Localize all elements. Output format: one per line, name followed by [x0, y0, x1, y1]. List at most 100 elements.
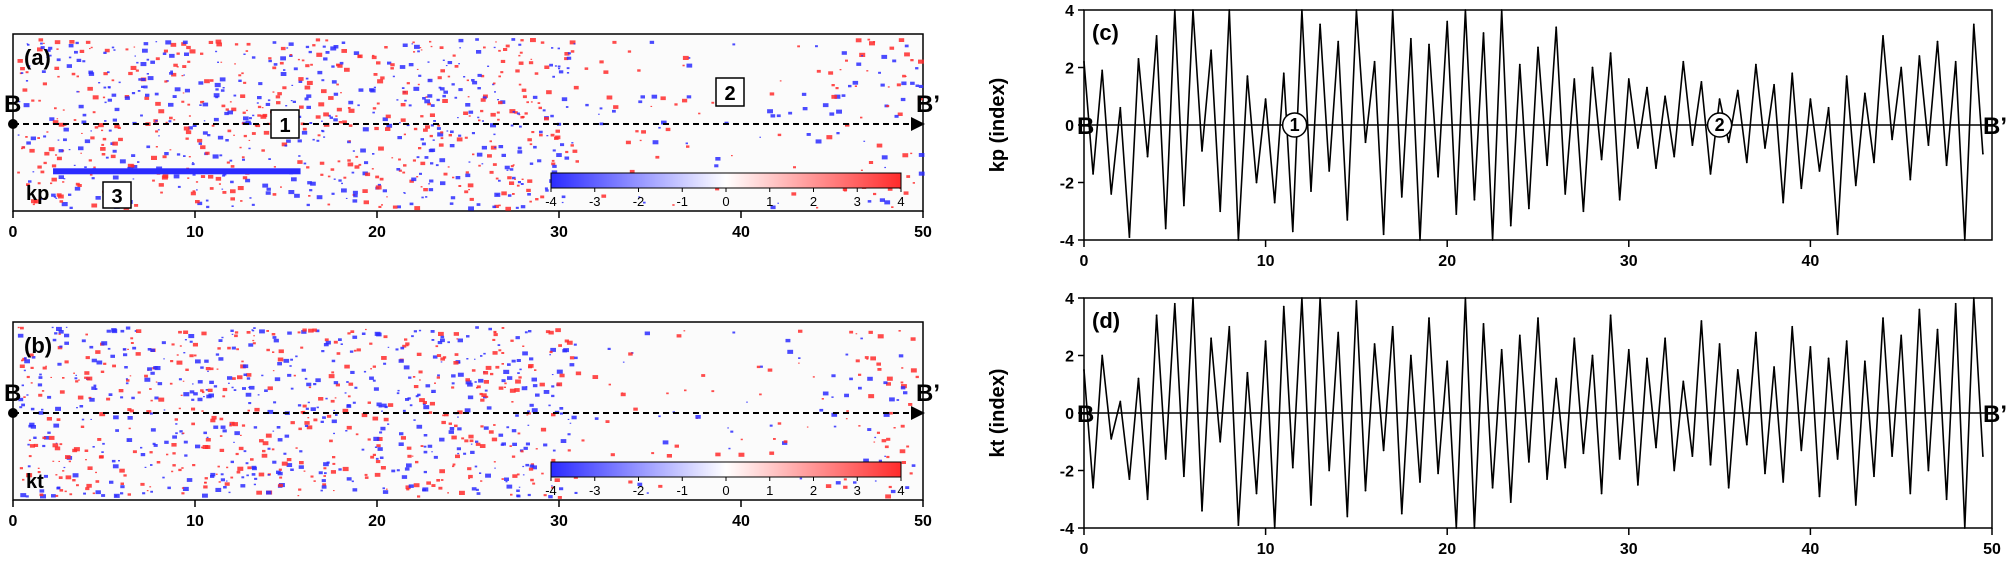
anomaly-cell	[227, 346, 231, 350]
anomaly-cell	[452, 176, 455, 179]
anomaly-cell	[520, 183, 524, 185]
anomaly-cell	[201, 391, 205, 394]
anomaly-cell	[381, 410, 383, 412]
anomaly-cell	[272, 336, 277, 339]
colorbar-tick-label: -3	[589, 483, 601, 498]
anomaly-cell	[174, 418, 178, 421]
anomaly-cell	[510, 124, 514, 127]
anomaly-cell	[455, 454, 460, 459]
anomaly-cell	[487, 154, 492, 158]
anomaly-cell	[447, 75, 451, 78]
anomaly-cell	[101, 129, 104, 132]
anomaly-cell	[226, 466, 229, 469]
anomaly-cell	[518, 376, 522, 379]
data-point	[1736, 368, 1739, 371]
anomaly-cell	[158, 109, 165, 114]
data-point	[1328, 170, 1331, 172]
anomaly-cell	[419, 398, 425, 403]
anomaly-cell	[383, 362, 387, 365]
data-point	[1537, 46, 1539, 49]
anomaly-cell	[123, 474, 127, 477]
anomaly-cell	[280, 186, 282, 188]
anomaly-cell	[138, 78, 142, 81]
anomaly-cell	[276, 101, 281, 105]
anomaly-cell	[531, 465, 537, 470]
anomaly-cell	[306, 94, 312, 98]
anomaly-cell	[90, 46, 93, 49]
anomaly-cell	[900, 424, 905, 428]
anomaly-cell	[81, 418, 85, 421]
anomaly-cell	[509, 168, 514, 171]
anomaly-cell	[493, 46, 496, 49]
anomaly-cell	[608, 383, 611, 386]
y-tick-label: -2	[1060, 176, 1074, 193]
data-point	[1482, 322, 1485, 325]
anomaly-cell	[893, 427, 896, 429]
anomaly-cell	[277, 92, 282, 96]
anomaly-cell	[143, 42, 149, 46]
anomaly-cell	[854, 85, 857, 87]
anomaly-cell	[516, 184, 520, 187]
anomaly-cell	[463, 452, 467, 455]
anomaly-cell	[297, 404, 302, 407]
anomaly-cell	[418, 370, 423, 374]
anomaly-cell	[890, 489, 896, 494]
anomaly-cell	[118, 460, 120, 462]
anomaly-cell	[372, 107, 377, 110]
anomaly-cell	[483, 395, 487, 399]
anomaly-cell	[143, 85, 148, 89]
data-point	[1137, 377, 1140, 380]
anomaly-cell	[155, 146, 158, 148]
anomaly-cell	[422, 488, 426, 492]
anomaly-cell	[425, 384, 431, 388]
anomaly-cell	[558, 67, 561, 70]
anomaly-cell	[19, 364, 25, 368]
anomaly-cell	[88, 159, 92, 162]
anomaly-cell	[532, 482, 536, 485]
data-point	[1364, 489, 1367, 492]
anomaly-cell	[126, 379, 130, 382]
anomaly-cell	[470, 450, 475, 454]
anomaly-cell	[180, 394, 183, 396]
anomaly-cell	[475, 442, 481, 446]
anomaly-cell	[430, 162, 434, 165]
x-axis: 0 10 20 30 40	[1080, 240, 1819, 270]
anomaly-cell	[535, 198, 539, 201]
anomaly-cell	[400, 118, 406, 122]
anomaly-cell	[150, 60, 155, 64]
anomaly-cell	[429, 179, 434, 183]
anomaly-cell	[110, 154, 116, 159]
anomaly-cell	[103, 362, 107, 365]
anomaly-cell	[376, 444, 381, 448]
anomaly-cell	[372, 416, 379, 421]
colorbar-tick-label: 1	[766, 194, 773, 209]
anomaly-cell	[516, 494, 520, 497]
anomaly-cell	[322, 45, 326, 48]
anomaly-cell	[37, 165, 42, 169]
anomaly-cell	[41, 408, 44, 411]
anomaly-cell	[531, 377, 537, 382]
anomaly-cell	[505, 44, 510, 48]
anomaly-cell	[544, 187, 548, 190]
anomaly-cell	[903, 191, 909, 195]
marker-circle	[1281, 112, 1308, 138]
anomaly-cell	[383, 335, 388, 339]
data-point	[1618, 198, 1621, 201]
profile-arrow	[911, 406, 925, 420]
series-line	[1083, 297, 1984, 529]
anomaly-cell	[37, 182, 41, 185]
colorbar-tick-label: -1	[676, 194, 688, 209]
data-point	[1718, 98, 1721, 101]
anomaly-cell	[497, 99, 499, 101]
data-point	[1555, 377, 1558, 380]
anomaly-cell	[310, 475, 314, 478]
anomaly-cell	[39, 57, 42, 59]
anomaly-cell	[237, 186, 244, 191]
anomaly-cell	[290, 358, 293, 361]
colorbar: -4 -3 -2 -1 0 1 2 3 4	[545, 461, 905, 498]
anomaly-cell	[414, 206, 421, 211]
anomaly-cell	[380, 426, 386, 431]
colorbar-tick-label: -4	[545, 194, 557, 209]
data-point	[1682, 380, 1685, 383]
anomaly-cell	[21, 359, 24, 362]
